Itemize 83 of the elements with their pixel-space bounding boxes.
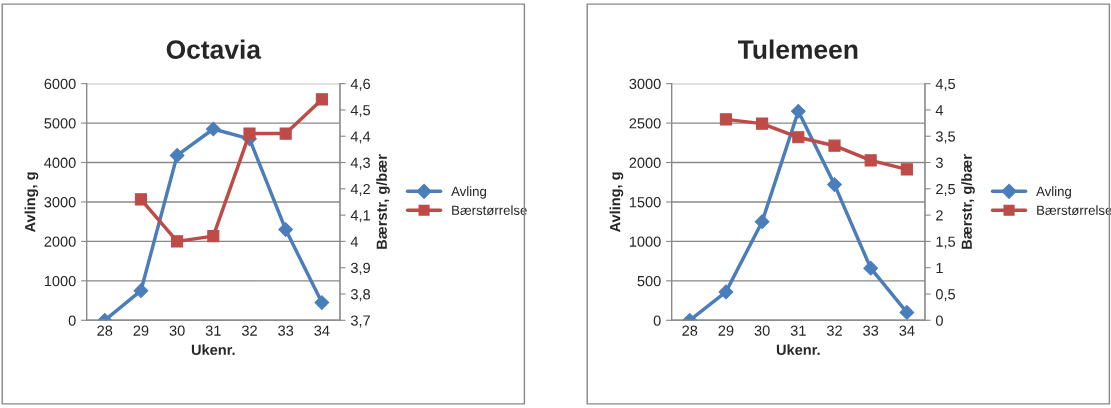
point [719,113,733,126]
point [718,284,734,300]
y-tick-label: 3000 [44,197,76,208]
y2-tick-label: 2 [936,210,943,221]
y2-tick-label: 4,1 [350,210,370,223]
point [754,214,770,230]
point [133,283,149,299]
y-tick-label: 1000 [44,275,76,287]
x-tick-label: 33 [278,325,294,336]
point [171,235,184,248]
point [315,93,328,106]
x-tick-label: 34 [314,325,330,336]
y2-tick-label: 4,4 [350,131,371,144]
y2-tick-label: 4 [350,236,359,247]
x-tick-label: 30 [754,325,770,336]
point [243,127,256,140]
y-axis-title: Avling, g [609,172,624,233]
point [828,139,841,152]
y2-tick-label: 3,9 [350,262,370,275]
y-tick-label: 5000 [44,118,76,129]
y-axis-title: Avling, g [24,172,39,233]
y2-tick-label: 3,8 [350,289,371,302]
y2-tick-label: 3 [935,157,943,168]
y-tick-label: 3000 [629,78,661,90]
y-tick-label: 1500 [629,197,661,208]
y-tick-label: 0 [653,315,661,326]
y-tick-label: 2000 [629,157,661,168]
y-tick-label: 2500 [629,118,661,129]
point [899,305,915,320]
x-axis-title: Ukenr. [191,344,235,355]
y2-tick-label: 1 [936,262,943,273]
y-tick-label: 500 [637,275,661,287]
point [863,260,879,276]
point [756,117,769,130]
legend-label: Bærstørrelse [452,205,527,216]
point [314,295,330,310]
legend-label: Bærstørrelse [1037,205,1111,216]
y-tick-label: 2000 [44,236,76,247]
y2-tick-label: 3,7 [350,315,370,328]
x-tick-label: 31 [790,325,806,336]
y2-tick-label: 2,5 [936,183,956,196]
chart-title: Octavia [166,39,262,59]
y2-tick-label: 4 [935,105,944,116]
y2-axis-title: Bærstr, g/bær [961,154,975,249]
y2-tick-label: 0 [935,315,943,326]
point [278,222,294,237]
x-tick-label: 34 [899,325,915,336]
x-tick-label: 28 [97,325,113,336]
x-tick-label: 29 [718,325,734,336]
point [790,103,806,119]
y-tick-label: 0 [68,315,76,326]
y2-axis-title: Bærstr, g/bær [376,154,390,249]
y-tick-label: 6000 [44,78,76,90]
y2-tick-label: 4,5 [350,105,371,118]
y2-tick-label: 4,6 [350,78,371,91]
y2-tick-label: 3,5 [935,131,956,144]
point [792,131,805,144]
y2-tick-label: 4,5 [935,78,956,91]
x-tick-label: 31 [205,325,221,336]
x-tick-label: 29 [133,325,149,336]
x-tick-label: 30 [169,325,185,336]
y2-tick-label: 4,3 [350,157,371,170]
legend-label: Avling [1036,186,1071,199]
point [169,148,185,163]
point [134,193,148,206]
legend-label: Avling [451,186,486,199]
y2-tick-label: 0,5 [935,289,956,302]
y2-tick-label: 1,5 [936,236,956,249]
x-tick-label: 32 [241,325,257,336]
x-tick-label: 32 [826,325,842,336]
x-tick-label: 33 [863,325,879,336]
y-tick-label: 4000 [44,157,76,168]
x-axis-title: Ukenr. [776,344,820,355]
x-tick-label: 28 [682,325,698,336]
chart-title: Tulemeen [737,39,858,59]
point [279,127,292,140]
y-tick-label: 1000 [629,236,661,247]
y2-tick-label: 4,2 [350,183,370,196]
point [900,163,913,176]
point [864,154,877,167]
point [207,230,220,243]
point [827,177,842,192]
point [205,121,221,137]
